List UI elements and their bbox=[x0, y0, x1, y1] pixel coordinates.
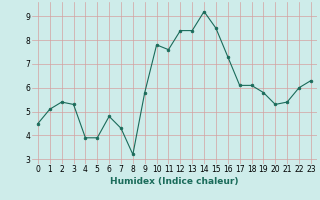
X-axis label: Humidex (Indice chaleur): Humidex (Indice chaleur) bbox=[110, 177, 239, 186]
